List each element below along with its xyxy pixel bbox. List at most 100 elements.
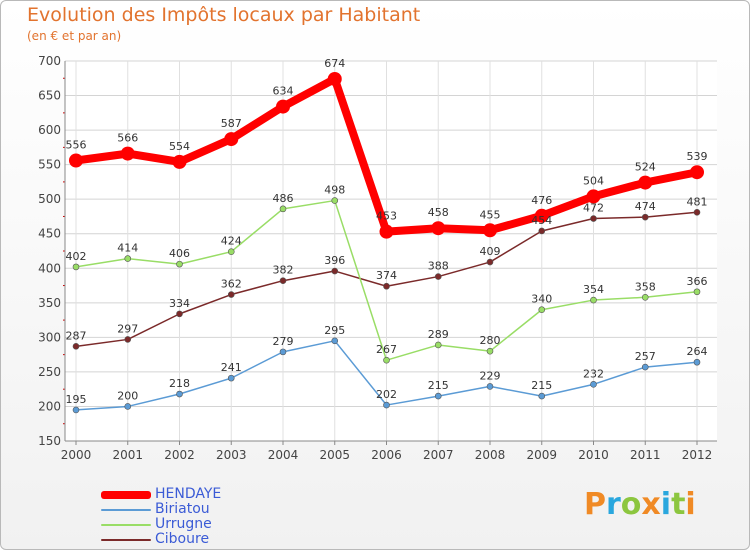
data-point bbox=[693, 358, 701, 366]
plot-area bbox=[65, 61, 717, 441]
data-point bbox=[124, 336, 132, 343]
legend-swatch bbox=[101, 491, 151, 499]
data-label: 354 bbox=[583, 283, 604, 296]
data-label: 229 bbox=[480, 369, 501, 382]
data-label: 280 bbox=[480, 334, 501, 347]
data-label: 634 bbox=[273, 85, 294, 98]
data-label: 215 bbox=[531, 379, 552, 392]
data-point bbox=[120, 146, 135, 161]
x-tick-label: 2006 bbox=[371, 448, 402, 462]
data-label: 396 bbox=[324, 254, 345, 267]
data-point bbox=[693, 209, 701, 216]
data-point bbox=[431, 221, 446, 236]
data-point bbox=[590, 381, 597, 388]
legend-label: Ciboure bbox=[155, 531, 210, 547]
y-tick-label: 250 bbox=[38, 365, 61, 379]
x-tick-label: 2003 bbox=[216, 448, 247, 462]
data-label: 455 bbox=[480, 208, 501, 221]
data-point bbox=[279, 348, 287, 356]
data-label: 215 bbox=[428, 379, 449, 392]
data-label: 414 bbox=[117, 242, 138, 255]
y-tick-label: 550 bbox=[38, 158, 61, 172]
x-tick-label: 2007 bbox=[423, 448, 454, 462]
data-label: 556 bbox=[66, 138, 87, 151]
data-point bbox=[590, 215, 597, 222]
x-tick-label: 2000 bbox=[61, 448, 92, 462]
data-label: 453 bbox=[376, 210, 397, 223]
data-label: 476 bbox=[531, 194, 552, 207]
data-label: 524 bbox=[635, 161, 656, 174]
data-point bbox=[638, 175, 653, 190]
data-label: 454 bbox=[531, 214, 552, 227]
data-label: 218 bbox=[169, 377, 190, 390]
data-point bbox=[276, 99, 290, 114]
data-point bbox=[72, 343, 80, 350]
data-label: 257 bbox=[635, 350, 656, 363]
data-point bbox=[486, 383, 494, 390]
data-point bbox=[483, 223, 497, 238]
data-label: 409 bbox=[480, 245, 501, 258]
y-tick-label: 200 bbox=[38, 399, 61, 413]
y-tick-label: 600 bbox=[38, 123, 61, 137]
data-point bbox=[227, 374, 235, 382]
y-tick-label: 350 bbox=[38, 296, 61, 310]
y-tick-label: 500 bbox=[38, 192, 61, 206]
data-point bbox=[434, 273, 442, 280]
data-point bbox=[124, 255, 132, 262]
data-point bbox=[72, 406, 80, 414]
data-label: 674 bbox=[324, 57, 345, 70]
data-label: 289 bbox=[428, 328, 449, 341]
data-point bbox=[534, 208, 549, 223]
x-tick-label: 2008 bbox=[475, 448, 506, 462]
data-label: 382 bbox=[273, 264, 294, 277]
data-label: 200 bbox=[117, 389, 138, 402]
data-point bbox=[227, 248, 235, 255]
data-label: 539 bbox=[687, 150, 708, 163]
data-point bbox=[331, 337, 339, 345]
y-tick-label: 700 bbox=[38, 54, 61, 68]
data-point bbox=[279, 277, 287, 285]
y-tick-label: 150 bbox=[38, 434, 61, 448]
data-label: 566 bbox=[117, 132, 138, 145]
data-point bbox=[383, 356, 390, 364]
data-point bbox=[538, 306, 546, 314]
proxiti-logo: Proxiti bbox=[584, 487, 696, 522]
x-tick-label: 2002 bbox=[164, 448, 195, 462]
data-label: 334 bbox=[169, 297, 190, 310]
data-point bbox=[693, 288, 701, 296]
logo-letter: t bbox=[671, 487, 686, 522]
data-point bbox=[69, 153, 83, 168]
data-point bbox=[486, 258, 494, 266]
data-point bbox=[434, 392, 442, 400]
data-point bbox=[331, 197, 339, 204]
logo-letter: i bbox=[685, 487, 696, 522]
x-tick-label: 2001 bbox=[112, 448, 143, 462]
data-label: 498 bbox=[324, 184, 345, 197]
y-tick-label: 400 bbox=[38, 261, 61, 275]
data-point bbox=[176, 310, 183, 318]
data-label: 472 bbox=[583, 202, 604, 215]
data-label: 486 bbox=[273, 192, 294, 205]
logo-letter: i bbox=[660, 487, 672, 522]
data-point bbox=[279, 205, 287, 213]
data-label: 358 bbox=[635, 280, 656, 293]
data-label: 232 bbox=[583, 367, 604, 380]
data-label: 279 bbox=[273, 335, 294, 348]
logo-letter: P bbox=[584, 487, 606, 522]
y-tick-label: 450 bbox=[38, 227, 61, 241]
data-point bbox=[434, 341, 442, 349]
data-point bbox=[331, 267, 339, 275]
data-label: 424 bbox=[221, 235, 242, 248]
data-point bbox=[641, 293, 649, 301]
data-label: 481 bbox=[687, 195, 708, 208]
data-label: 202 bbox=[376, 388, 397, 401]
legend-label: Biriatou bbox=[155, 501, 210, 517]
data-label: 374 bbox=[376, 269, 397, 282]
legend-swatch bbox=[101, 539, 151, 541]
data-point bbox=[379, 224, 394, 239]
x-tick-label: 2012 bbox=[682, 448, 713, 462]
data-label: 587 bbox=[221, 117, 242, 130]
data-label: 340 bbox=[531, 293, 552, 306]
